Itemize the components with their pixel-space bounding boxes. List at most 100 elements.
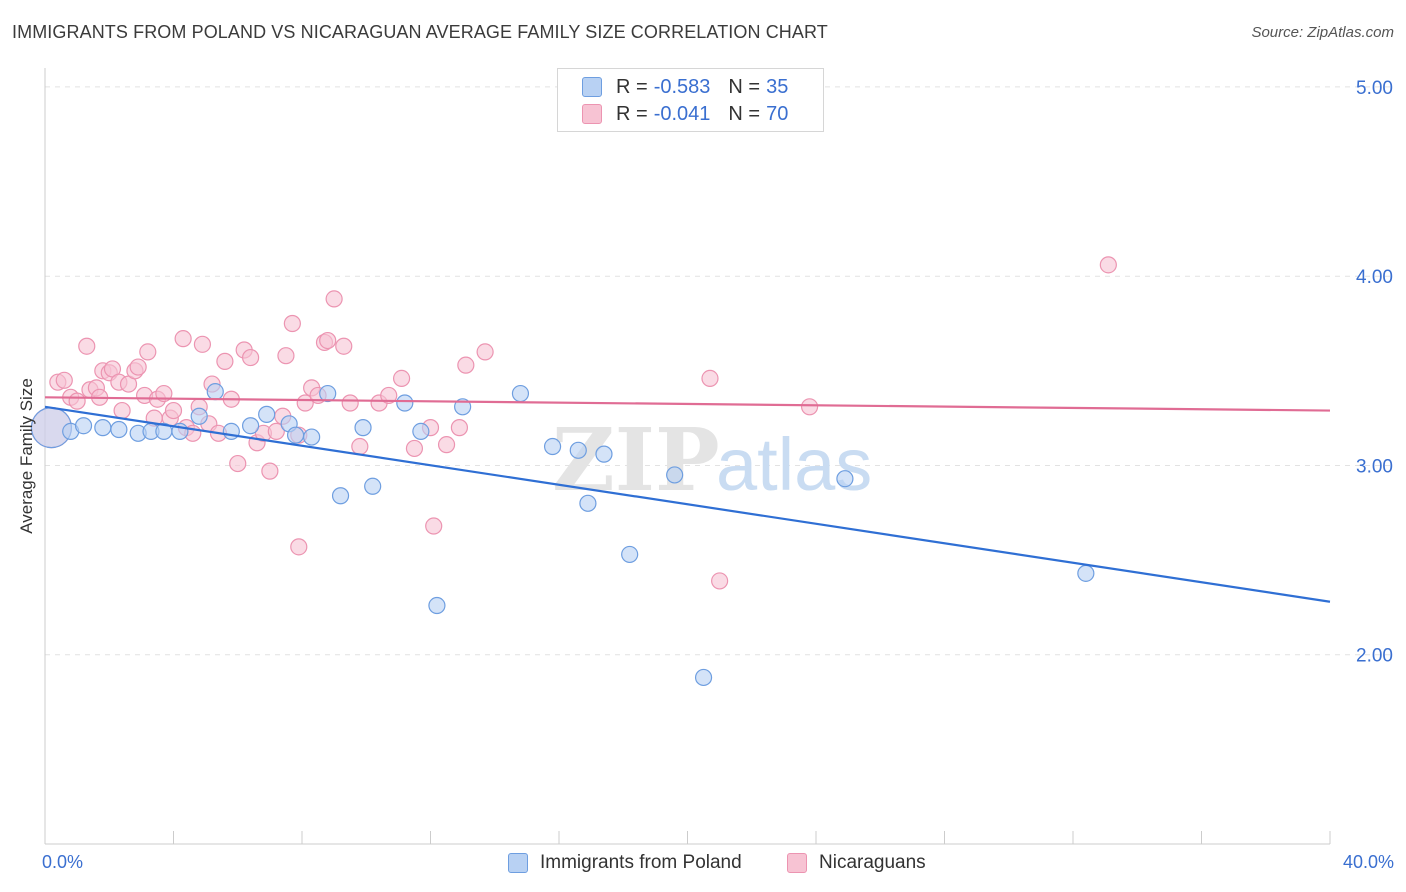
legend-r-label: R =	[616, 75, 648, 98]
legend-n-value-poland: 35	[766, 75, 789, 98]
poland-point	[621, 545, 639, 564]
legend-n-value-nicaraguans: 70	[766, 102, 789, 125]
poland-point	[331, 487, 350, 505]
nicaraguan-point	[335, 337, 353, 355]
nicaraguan-point	[319, 331, 337, 350]
y-tick-label: 5.00	[1356, 78, 1393, 99]
bottom-legend-poland: Immigrants from Poland	[508, 852, 742, 874]
poland-point	[569, 441, 587, 459]
nicaraguan-point	[1099, 256, 1117, 274]
legend-r-value-nicaraguans: -0.041	[653, 102, 711, 125]
nicaraguan-point	[139, 343, 157, 361]
legend-r-label: R =	[616, 102, 648, 125]
nicaraguan-point	[341, 394, 359, 412]
nicaraguan-point	[457, 356, 475, 374]
poland-point	[836, 470, 854, 488]
nicaraguan-trend-line	[44, 396, 1331, 412]
poland-point	[190, 407, 208, 425]
nicaraguan-point	[290, 538, 308, 556]
poland-point	[428, 596, 446, 615]
grid-lines	[45, 86, 1392, 656]
poland-trend-line	[44, 405, 1331, 603]
nicaraguan-point	[450, 419, 469, 437]
bottom-legend-swatch-nicaraguans	[787, 853, 807, 873]
nicaraguan-point	[174, 330, 192, 348]
legend-row-nicaraguans: R = -0.041 N = 70	[582, 102, 788, 126]
nicaraguan-point	[800, 398, 819, 416]
nicaraguan-point	[392, 369, 411, 387]
poland-point	[412, 422, 430, 440]
nicaraguan-point	[476, 343, 494, 361]
poland-point	[579, 494, 597, 512]
nicaraguan-point	[113, 401, 131, 420]
nicaraguan-point	[425, 517, 443, 535]
nicaraguan-point	[193, 335, 212, 353]
poland-point	[595, 445, 613, 463]
nicaraguan-point	[68, 392, 86, 410]
watermark-atlas: atlas	[716, 423, 872, 506]
bottom-legend-label-nicaraguans: Nicaraguans	[819, 852, 926, 873]
legend-n-label: N =	[728, 75, 761, 98]
chart-title: IMMIGRANTS FROM POLAND VS NICARAGUAN AVE…	[12, 22, 828, 42]
nicaraguan-point	[229, 454, 247, 473]
bottom-legend-nicaraguans: Nicaraguans	[787, 852, 926, 874]
y-tick-label: 4.00	[1356, 267, 1393, 288]
legend-r-value-poland: -0.583	[653, 75, 711, 98]
nicaraguan-point	[129, 358, 147, 376]
poland-point	[1077, 564, 1095, 582]
poland-point	[94, 419, 112, 437]
poland-point	[303, 428, 321, 446]
nicaraguan-point	[351, 437, 369, 456]
poland-point	[354, 419, 372, 437]
nicaraguan-point	[701, 369, 719, 387]
nicaraguan-point	[380, 386, 398, 405]
nicaraguan-point	[711, 572, 729, 590]
poland-point	[74, 417, 93, 435]
nicaraguan-point	[277, 347, 295, 365]
poland-point	[454, 398, 472, 416]
axes	[44, 68, 1331, 845]
poland-point	[319, 384, 337, 403]
bottom-legend-label-poland: Immigrants from Poland	[540, 852, 742, 873]
nicaraguan-point	[437, 436, 456, 454]
trend-lines	[44, 396, 1331, 603]
y-tick-label: 3.00	[1356, 456, 1393, 477]
poland-point	[242, 417, 260, 435]
poland-point	[511, 384, 530, 403]
poland-point	[206, 383, 224, 401]
poland-point	[258, 405, 276, 423]
nicaraguan-point	[267, 422, 285, 440]
nicaraguan-point	[405, 439, 424, 458]
watermark-zip: ZIP	[552, 410, 720, 511]
y-tick-labels: 2.00 3.00 4.00 5.00	[1356, 78, 1393, 667]
poland-point	[666, 466, 684, 484]
nicaraguan-point	[325, 290, 343, 308]
y-axis-label: Average Family Size	[17, 378, 36, 534]
y-tick-label: 2.00	[1356, 646, 1393, 667]
source-label: Source: ZipAtlas.com	[1251, 24, 1394, 41]
bottom-legend-swatch-poland	[508, 853, 528, 873]
poland-point	[396, 394, 414, 412]
legend-n-label: N =	[728, 102, 761, 125]
series-poland	[30, 383, 1095, 687]
legend-swatch-poland	[582, 77, 602, 97]
poland-point	[286, 426, 305, 444]
poland-point	[364, 477, 382, 495]
nicaraguan-point	[78, 337, 96, 355]
poland-point	[543, 437, 562, 456]
legend-row-poland: R = -0.583 N = 35	[582, 75, 788, 99]
poland-point	[694, 668, 713, 687]
nicaraguan-point	[216, 352, 234, 370]
correlation-legend: R = -0.583 N = 35 R = -0.041 N = 70	[557, 68, 824, 132]
nicaraguan-point	[283, 314, 301, 333]
x-tick-label-max: 40.0%	[1342, 852, 1394, 872]
nicaraguan-point	[164, 401, 183, 420]
legend-swatch-nicaraguans	[582, 104, 602, 124]
poland-point	[110, 420, 128, 439]
x-tick-label-min: 0.0%	[42, 852, 84, 872]
nicaraguan-point	[242, 348, 260, 367]
nicaraguan-point	[261, 462, 279, 480]
nicaraguan-point	[55, 371, 73, 389]
